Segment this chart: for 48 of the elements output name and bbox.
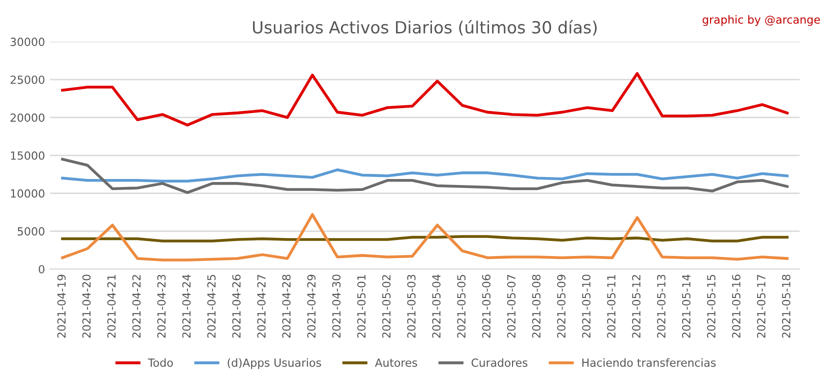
x-tick-label: 2021-05-01: [357, 274, 366, 338]
chart-title: Usuarios Activos Diarios (últimos 30 días): [253, 20, 597, 36]
x-tick-label: 2021-04-21: [107, 274, 116, 338]
x-tick-label: 2021-04-19: [57, 274, 66, 338]
x-tick-label: 2021-05-09: [557, 274, 566, 338]
text: graphic by @arcange: [702, 15, 820, 26]
x-tick-label: 2021-05-10: [582, 274, 590, 338]
y-tick-label: 15000: [10, 151, 44, 160]
line-series: [61, 158, 789, 194]
y-tick-label: 30000: [10, 38, 44, 46]
x-tick-label: 2021-04-28: [282, 274, 291, 338]
x-tick-label: 2021-05-08: [532, 274, 541, 338]
x-tick-label: 2021-05-11: [607, 274, 616, 338]
x-tick-label: 2021-05-05: [457, 274, 466, 338]
x-tick-label: 2021-04-22: [132, 275, 141, 338]
y-tick-label: 20000: [10, 113, 44, 122]
legend-label: (d)Apps Usuarios: [228, 358, 322, 369]
x-tick-label: 2021-04-30: [332, 274, 341, 338]
x-tick-label: 2021-04-25: [207, 274, 216, 338]
x-tick-label: 2021-05-04: [432, 274, 441, 338]
legend-label: Haciendo transferencias: [582, 358, 716, 367]
line-series: [61, 213, 789, 262]
y-tick-label: 10000: [10, 189, 44, 198]
x-tick-label: 2021-05-18: [782, 274, 790, 338]
x-tick-label: 2021-04-26: [232, 274, 241, 338]
x-tick-label: 2021-05-02: [382, 275, 391, 338]
y-tick-label: 5000: [18, 227, 44, 236]
line-series: [61, 168, 789, 183]
x-tick-label: 2021-05-17: [757, 274, 766, 338]
x-tick-label: 2021-05-03: [407, 274, 416, 338]
x-tick-label: 2021-04-23: [157, 274, 166, 338]
x-tick-label: 2021-05-12: [632, 275, 640, 338]
y-tick-label: 25000: [10, 76, 44, 84]
x-tick-label: 2021-05-07: [507, 274, 516, 338]
x-tick-label: 2021-05-13: [657, 274, 666, 338]
legend-label: Autores: [374, 358, 418, 367]
line-series: [61, 72, 789, 126]
y-tick-label: 0: [38, 265, 44, 274]
x-tick-label: 2021-05-16: [732, 274, 740, 338]
legend-label: Curadores: [472, 358, 528, 367]
x-tick-label: 2021-05-06: [482, 274, 491, 338]
x-tick-label: 2021-04-24: [182, 274, 191, 338]
x-tick-label: 2021-05-14: [682, 274, 690, 338]
x-tick-label: 2021-04-20: [82, 274, 91, 338]
x-tick-label: 2021-05-15: [707, 274, 716, 338]
legend-label: Todo: [148, 358, 173, 367]
x-tick-label: 2021-04-29: [307, 274, 316, 338]
x-tick-label: 2021-04-27: [257, 274, 266, 338]
